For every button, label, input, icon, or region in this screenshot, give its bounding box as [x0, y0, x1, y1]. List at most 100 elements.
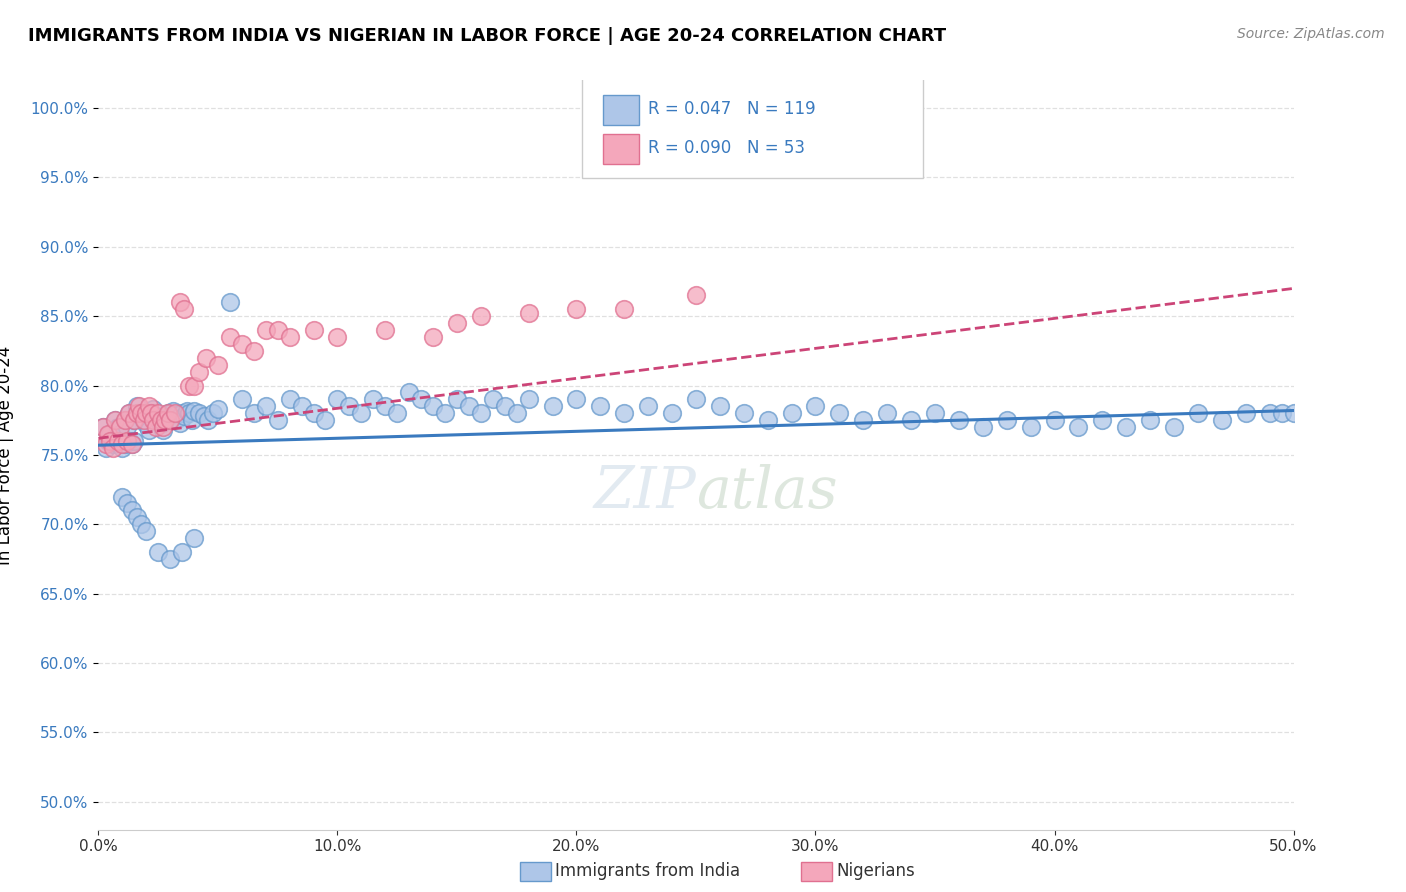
- Point: [254, 323, 277, 337]
- Point: [173, 409, 195, 423]
- Point: [118, 406, 141, 420]
- Point: [446, 392, 468, 407]
- Point: [152, 423, 174, 437]
- Point: [94, 437, 117, 451]
- Point: [131, 406, 153, 420]
- Point: [172, 545, 194, 559]
- Point: [97, 427, 120, 442]
- Point: [243, 343, 266, 358]
- Point: [207, 358, 229, 372]
- Point: [111, 441, 134, 455]
- Point: [1258, 406, 1281, 420]
- Point: [125, 510, 148, 524]
- Point: [972, 420, 994, 434]
- Point: [589, 400, 612, 414]
- Point: [231, 337, 253, 351]
- Point: [267, 323, 290, 337]
- Point: [685, 392, 707, 407]
- Point: [121, 437, 143, 451]
- Point: [107, 437, 129, 451]
- Point: [114, 413, 136, 427]
- Point: [135, 406, 157, 420]
- Point: [149, 417, 172, 432]
- Point: [156, 406, 179, 420]
- Point: [179, 406, 201, 420]
- Point: [115, 420, 138, 434]
- Point: [756, 413, 779, 427]
- Point: [166, 412, 188, 426]
- Point: [411, 392, 433, 407]
- Point: [219, 330, 242, 344]
- Point: [1163, 420, 1185, 434]
- Point: [148, 545, 170, 559]
- Point: [98, 434, 122, 448]
- Point: [446, 316, 468, 330]
- Point: [125, 400, 148, 414]
- Point: [1271, 406, 1294, 420]
- Point: [125, 406, 148, 420]
- Point: [326, 330, 349, 344]
- Point: [118, 406, 141, 420]
- Point: [101, 441, 124, 455]
- Point: [179, 378, 201, 392]
- Point: [709, 400, 731, 414]
- Point: [1187, 406, 1209, 420]
- Point: [828, 406, 851, 420]
- Point: [148, 406, 170, 420]
- Point: [1091, 413, 1114, 427]
- Point: [104, 413, 127, 427]
- Point: [135, 417, 157, 432]
- Point: [506, 406, 529, 420]
- Point: [163, 406, 186, 420]
- Point: [114, 437, 136, 451]
- Point: [124, 434, 146, 448]
- Point: [163, 408, 186, 422]
- Text: ZIP: ZIP: [593, 464, 696, 521]
- Point: [94, 441, 117, 455]
- Point: [876, 406, 898, 420]
- Point: [183, 378, 205, 392]
- Point: [128, 406, 150, 420]
- Point: [169, 295, 191, 310]
- Point: [302, 406, 325, 420]
- Point: [565, 392, 588, 407]
- Point: [91, 420, 114, 434]
- FancyBboxPatch shape: [603, 134, 638, 164]
- Point: [1282, 406, 1305, 420]
- Point: [187, 365, 209, 379]
- Point: [162, 403, 184, 417]
- Point: [159, 409, 181, 423]
- Point: [852, 413, 875, 427]
- Point: [104, 434, 127, 448]
- Point: [139, 406, 162, 420]
- Point: [195, 351, 218, 365]
- Point: [156, 406, 179, 420]
- Point: [900, 413, 922, 427]
- Point: [145, 409, 167, 423]
- Point: [124, 413, 146, 427]
- Point: [111, 437, 134, 451]
- Point: [267, 413, 290, 427]
- Point: [948, 413, 970, 427]
- Point: [111, 434, 134, 448]
- Point: [374, 323, 396, 337]
- Point: [159, 413, 181, 427]
- Point: [132, 413, 155, 427]
- Point: [1234, 406, 1257, 420]
- Point: [131, 409, 153, 423]
- Point: [128, 400, 150, 414]
- Point: [661, 406, 683, 420]
- Point: [613, 406, 636, 420]
- Text: Source: ZipAtlas.com: Source: ZipAtlas.com: [1237, 27, 1385, 41]
- Point: [142, 402, 165, 417]
- Point: [108, 420, 131, 434]
- Point: [183, 531, 205, 545]
- Point: [637, 400, 659, 414]
- Point: [243, 406, 266, 420]
- Point: [202, 406, 225, 420]
- Point: [339, 400, 361, 414]
- Point: [172, 406, 194, 420]
- Point: [115, 496, 138, 510]
- Point: [115, 434, 138, 448]
- FancyBboxPatch shape: [603, 95, 638, 125]
